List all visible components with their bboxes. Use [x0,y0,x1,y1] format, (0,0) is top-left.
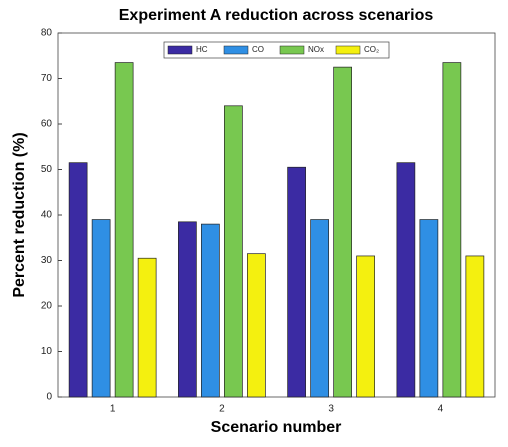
chart-title: Experiment A reduction across scenarios [119,7,434,24]
x-tick-label: 1 [110,404,116,415]
bar [178,221,197,398]
legend-swatch [223,45,249,55]
legend-swatch [335,45,361,55]
y-tick-label: 80 [41,28,53,39]
legend-label: CO [252,45,264,54]
y-tick-label: 50 [41,164,53,175]
y-axis-label: Percent reduction (%) [11,132,28,297]
legend-label: HC [196,45,208,54]
y-tick-label: 70 [41,73,53,84]
bar [68,162,88,398]
y-tick-label: 0 [46,392,52,403]
legend-label: CO₂ [364,45,379,54]
bar [333,66,352,398]
bar [224,105,243,398]
x-axis-label: Scenario number [211,419,342,436]
bar [137,257,157,398]
y-tick-label: 30 [41,255,53,266]
bar [201,223,220,398]
bar [442,62,462,398]
y-tick-label: 40 [41,210,53,221]
bar [247,253,266,398]
y-tick-label: 20 [41,301,53,312]
bar [419,219,439,398]
legend-swatch [279,45,305,55]
bar [91,219,111,398]
x-tick-label: 3 [328,404,334,415]
bar [465,255,485,398]
y-tick-label: 60 [41,119,53,130]
x-tick-label: 2 [219,404,225,415]
bar [310,219,329,398]
legend-swatch [167,45,193,55]
bar [356,255,375,398]
legend-box [163,41,390,59]
bar [287,166,306,398]
y-tick-label: 10 [41,346,53,357]
legend-label: NOx [308,45,324,54]
bar [114,62,134,398]
bar [396,162,416,398]
x-tick-label: 4 [438,404,444,415]
